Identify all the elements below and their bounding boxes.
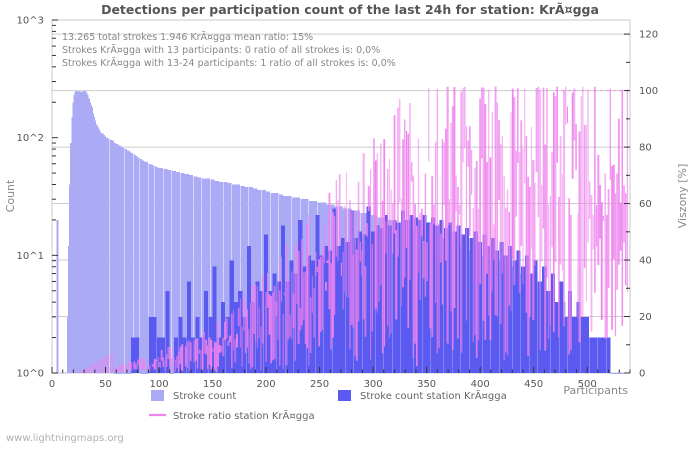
y-axis-right-tick-label: 20 [639, 312, 652, 323]
x-axis: 0 50 100 150 200 250 300 350 400 450 500 [49, 367, 631, 390]
y-axis-right-tick-label: 100 [639, 86, 658, 97]
legend-label: Stroke count [173, 391, 236, 402]
legend-label: Stroke count station KrÃ¤gga [360, 389, 507, 402]
y-axis-left-tick-label: 10^0 [17, 369, 44, 380]
x-axis-tick-label: 250 [310, 379, 329, 390]
y-axis-right-tick-label: 40 [639, 256, 652, 267]
y-axis-right: 0 20 40 60 80 100 120 [624, 30, 658, 380]
y-axis-right-tick-label: 0 [639, 369, 645, 380]
annotation-line-3: Strokes KrÃ¤gga with 13-24 participants:… [62, 58, 396, 69]
legend-label: Stroke ratio station KrÃ¤gga [173, 409, 315, 422]
legend-swatch [338, 390, 351, 401]
x-axis-tick-label: 300 [364, 379, 383, 390]
y-axis-right-label: Viszony [%] [676, 164, 689, 229]
x-axis-label: Participants [563, 384, 628, 397]
x-axis-tick-label: 350 [417, 379, 436, 390]
y-axis-right-tick-label: 120 [639, 30, 658, 41]
x-axis-tick-label: 500 [578, 379, 597, 390]
x-axis-tick-label: 200 [257, 379, 276, 390]
y-axis-left-tick-label: 10^3 [17, 16, 44, 27]
annotation-line-2: Strokes KrÃ¤gga with 13 participants: 0 … [62, 45, 380, 56]
annotation-line-1: 13.265 total strokes 1.946 KrÃ¤gga mean … [62, 32, 313, 43]
y-axis-left-tick-label: 10^2 [17, 133, 44, 144]
x-axis-tick-label: 450 [524, 379, 543, 390]
x-axis-tick-label: 50 [99, 379, 112, 390]
legend-swatch [151, 390, 164, 401]
x-axis-tick-label: 400 [471, 379, 490, 390]
y-axis-right-tick-label: 80 [639, 143, 652, 154]
annotation-block: 13.265 total strokes 1.946 KrÃ¤gga mean … [62, 32, 396, 69]
series-stroke-ratio-line [79, 86, 629, 373]
chart-legend: Stroke count Stroke count station KrÃ¤gga… [149, 389, 507, 422]
x-axis-tick-label: 100 [149, 379, 168, 390]
y-axis-left-label: Count [4, 179, 17, 212]
watermark-text: www.lightningmaps.org [6, 433, 124, 444]
y-axis-right-tick-label: 60 [639, 199, 652, 210]
x-axis-tick-label: 150 [203, 379, 222, 390]
y-axis-left: 10^0 10^1 10^2 10^3 [17, 16, 58, 380]
x-axis-tick-label: 0 [49, 379, 55, 390]
y-axis-left-tick-label: 10^1 [17, 251, 44, 262]
chart-title: Detections per participation count of th… [101, 2, 599, 17]
